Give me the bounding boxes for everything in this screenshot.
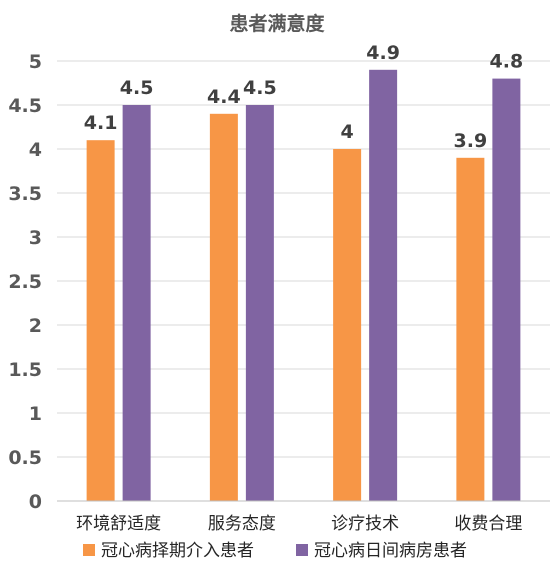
data-label-series-2-1: 4.5 xyxy=(120,77,154,99)
x-tick-label: 环境舒适度 xyxy=(76,514,161,534)
y-tick-label: 3.5 xyxy=(8,183,42,205)
legend: 冠心病择期介入患者 冠心病日间病房患者 xyxy=(83,541,467,561)
bar-series-1-3 xyxy=(333,149,362,501)
data-label-series-2-4: 4.8 xyxy=(490,51,524,73)
legend-label-series-2: 冠心病日间病房患者 xyxy=(314,541,467,561)
y-tick-label: 1 xyxy=(29,403,42,425)
data-label-series-1-3: 4 xyxy=(341,121,354,143)
bar-layer xyxy=(86,69,521,502)
bar-series-2-1 xyxy=(122,105,151,501)
y-tick-label: 4 xyxy=(29,139,42,161)
data-label-series-2-3: 4.9 xyxy=(366,42,400,64)
x-tick-label: 收费合理 xyxy=(454,514,522,534)
y-tick-label: 4.5 xyxy=(8,95,42,117)
legend-swatch-series-1 xyxy=(83,544,95,556)
bar-series-1-2 xyxy=(209,113,238,502)
data-label-series-2-2: 4.5 xyxy=(243,77,277,99)
y-axis-ticks: 0 0.5 1 1.5 2 2.5 3 3.5 4 4.5 5 xyxy=(8,51,42,513)
y-tick-label: 3 xyxy=(29,227,42,249)
chart-title: 患者满意度 xyxy=(229,12,325,35)
data-label-series-1-2: 4.4 xyxy=(207,86,241,108)
y-tick-label: 0.5 xyxy=(8,447,42,469)
x-tick-label: 诊疗技术 xyxy=(331,514,399,534)
bar-series-2-2 xyxy=(245,105,274,501)
bar-series-2-4 xyxy=(492,78,521,501)
y-tick-label: 0 xyxy=(29,491,42,513)
bar-series-2-3 xyxy=(369,69,398,502)
data-label-series-1-4: 3.9 xyxy=(454,130,488,152)
data-label-series-1-1: 4.1 xyxy=(84,112,118,134)
y-tick-label: 5 xyxy=(29,51,42,73)
data-label-layer: 4.14.5 4.4 4.544.93.94.8 xyxy=(84,42,523,152)
x-axis-ticks: 环境舒适度 服务态度 诊疗技术 收费合理 xyxy=(76,514,522,534)
legend-label-series-1: 冠心病择期介入患者 xyxy=(101,541,254,561)
y-tick-label: 1.5 xyxy=(8,359,42,381)
bar-series-1-4 xyxy=(456,157,485,502)
y-tick-label: 2 xyxy=(29,315,42,337)
legend-swatch-series-2 xyxy=(296,544,308,556)
x-tick-label: 服务态度 xyxy=(208,514,276,534)
y-tick-label: 2.5 xyxy=(8,271,42,293)
bar-series-1-1 xyxy=(86,140,115,501)
